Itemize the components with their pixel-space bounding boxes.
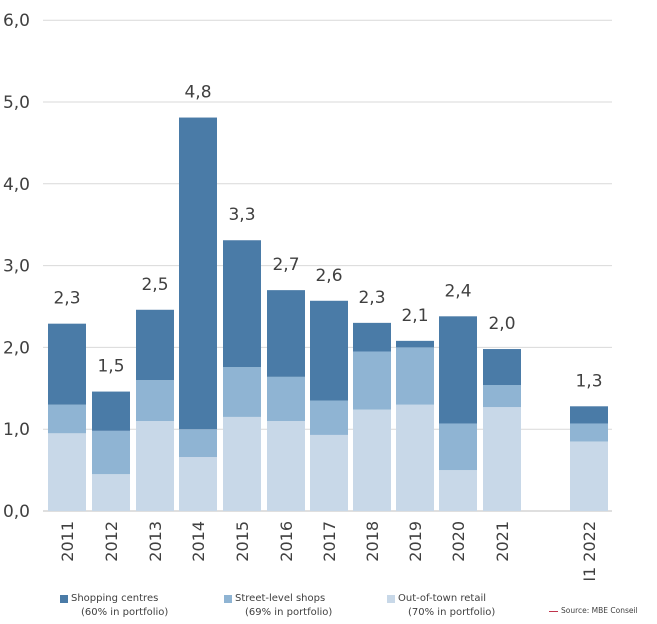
bar-segment-out-of-town-retail	[439, 470, 477, 511]
bar-segment-shopping-centres	[310, 300, 348, 401]
y-tick-label: 5,0	[3, 93, 30, 113]
x-tick-label: 2013	[146, 521, 165, 562]
data-label-total: 2,6	[315, 266, 342, 286]
data-label-total: 2,1	[401, 306, 428, 326]
x-tick-label: 2021	[493, 521, 512, 562]
legend-note: (70% in portfolio)	[408, 607, 496, 618]
data-label-total: 2,3	[53, 289, 80, 309]
bar-segment-street-level-shops	[48, 404, 86, 434]
legend-label: Street-level shops	[235, 593, 326, 604]
bar-segment-out-of-town-retail	[310, 434, 348, 511]
bar-segment-out-of-town-retail	[92, 474, 130, 511]
bar-segment-shopping-centres	[179, 117, 217, 430]
bar-segment-out-of-town-retail	[179, 457, 217, 511]
bar-segment-shopping-centres	[483, 349, 521, 386]
bar-segment-street-level-shops	[570, 423, 608, 442]
y-tick-label: 3,0	[3, 257, 30, 277]
bar-segment-shopping-centres	[92, 391, 130, 431]
bar-segment-street-level-shops	[223, 367, 261, 417]
stacked-bar-chart: 0,0 1,0 2,0 3,0 4,0 5,0 6,0 2,3 2011 1,5 2012 2,5 20…	[3, 11, 612, 580]
x-tick-label: 2015	[233, 521, 252, 562]
bar-segment-out-of-town-retail	[48, 433, 86, 511]
legend-note: (60% in portfolio)	[81, 607, 169, 618]
bar-segment-street-level-shops	[179, 429, 217, 458]
bar-segment-out-of-town-retail	[136, 421, 174, 511]
data-label-total: 2,3	[358, 288, 385, 308]
legend-note: (69% in portfolio)	[245, 607, 333, 618]
x-tick-label: 2012	[102, 521, 121, 562]
bar-segment-street-level-shops	[136, 380, 174, 422]
bar-segment-shopping-centres	[223, 240, 261, 368]
legend-swatch-shopping-centres	[60, 595, 68, 603]
data-label-total: 3,3	[228, 205, 255, 225]
data-label-total: 2,0	[488, 314, 515, 334]
bar-segment-out-of-town-retail	[483, 407, 521, 511]
y-tick-label: 0,0	[3, 502, 30, 522]
y-tick-label: 4,0	[3, 175, 30, 195]
bar-segment-shopping-centres	[267, 290, 305, 377]
y-tick-label: 6,0	[3, 11, 30, 31]
legend-swatch-out-of-town-retail	[387, 595, 395, 603]
bar-segment-shopping-centres	[48, 323, 86, 405]
bar-segment-out-of-town-retail	[267, 421, 305, 511]
x-tick-label: 2017	[320, 521, 339, 562]
y-tick-label: 1,0	[3, 420, 30, 440]
bar-segment-out-of-town-retail	[353, 409, 391, 511]
bar-segment-shopping-centres	[570, 406, 608, 424]
bar-segment-shopping-centres	[396, 340, 434, 348]
bar-segment-street-level-shops	[353, 351, 391, 410]
bar-segment-shopping-centres	[136, 309, 174, 381]
bar-segment-shopping-centres	[353, 322, 391, 352]
x-tick-label: H1 2022	[580, 521, 599, 580]
source-text: Source: MBE Conseil	[561, 606, 638, 615]
x-tick-label: 2020	[449, 521, 468, 562]
data-label-total: 2,4	[444, 281, 471, 301]
x-tick-label: 2016	[277, 521, 296, 562]
bar-segment-street-level-shops	[267, 376, 305, 422]
legend-label: Shopping centres	[71, 593, 159, 604]
data-label-total: 2,5	[141, 275, 168, 295]
data-label-total: 2,7	[272, 255, 299, 275]
source-note: Source: MBE Conseil	[549, 606, 638, 615]
bar-segment-street-level-shops	[92, 430, 130, 475]
data-label-total: 1,5	[97, 357, 124, 377]
bar-segment-street-level-shops	[439, 423, 477, 471]
bar-segment-street-level-shops	[483, 385, 521, 408]
bar-segment-out-of-town-retail	[223, 416, 261, 511]
y-tick-label: 2,0	[3, 338, 30, 358]
bar-segment-out-of-town-retail	[396, 404, 434, 511]
legend-label: Out-of-town retail	[398, 593, 487, 604]
data-label-total: 4,8	[184, 83, 211, 103]
x-tick-label: 2014	[189, 521, 208, 562]
x-tick-label: 2018	[363, 521, 382, 562]
x-tick-label: 2019	[406, 521, 425, 562]
bar-segment-street-level-shops	[310, 400, 348, 435]
bar-segment-out-of-town-retail	[570, 441, 608, 511]
legend: Shopping centres (60% in portfolio) Stre…	[0, 592, 657, 624]
bar-segment-street-level-shops	[396, 347, 434, 405]
source-line-marker	[549, 610, 558, 612]
bar-segment-shopping-centres	[439, 316, 477, 424]
x-tick-label: 2011	[58, 521, 77, 562]
legend-swatch-street-level-shops	[224, 595, 232, 603]
data-label-total: 1,3	[575, 371, 602, 391]
